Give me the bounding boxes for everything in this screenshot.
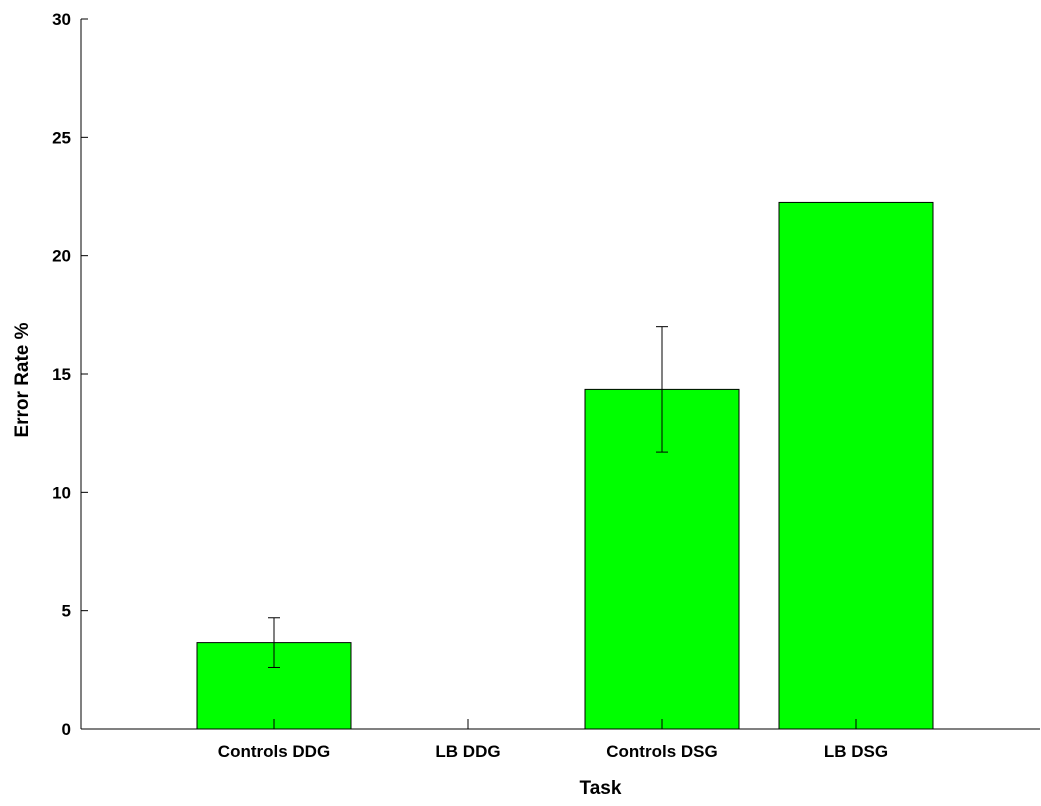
y-tick-label: 5 <box>62 602 71 621</box>
bar <box>778 201 934 730</box>
x-tick-label: Controls DDG <box>218 742 330 761</box>
x-tick-label: Controls DSG <box>606 742 717 761</box>
y-axis-label: Error Rate % <box>12 322 33 437</box>
y-tick-label: 0 <box>62 720 71 739</box>
bars-layer <box>196 201 934 730</box>
x-tick-label: LB DSG <box>824 742 888 761</box>
y-tick-label: 20 <box>52 247 71 266</box>
error-bars-layer <box>268 326 668 668</box>
x-ticks: Controls DDG LB DDG Controls DSG LB DSG <box>218 719 888 761</box>
y-ticks: 0 5 10 15 20 25 30 <box>52 10 88 739</box>
y-tick-label: 30 <box>52 10 71 29</box>
x-axis-label: Task <box>580 778 622 799</box>
y-tick-label: 25 <box>52 128 71 147</box>
y-tick-label: 15 <box>52 365 71 384</box>
y-tick-label: 10 <box>52 483 71 502</box>
x-tick-label: LB DDG <box>435 742 500 761</box>
